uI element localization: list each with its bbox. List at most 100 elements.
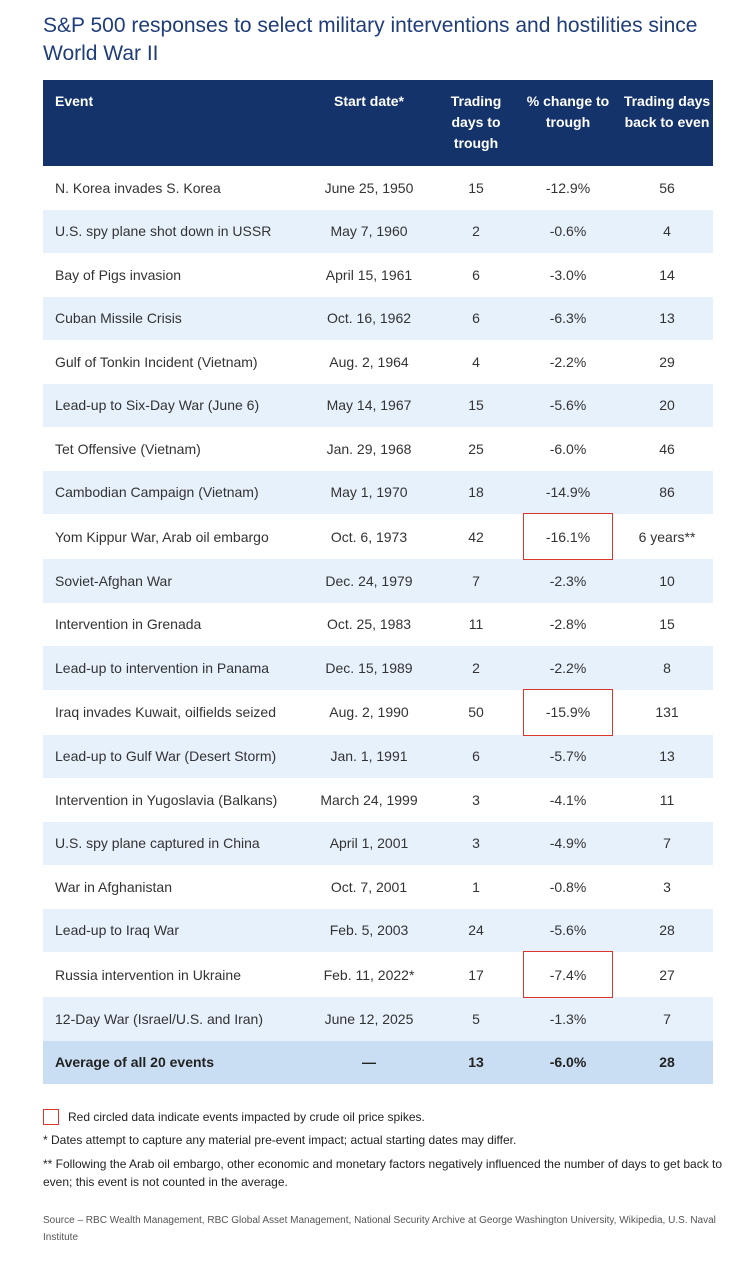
table-row: 12-Day War (Israel/U.S. and Iran) June 12… bbox=[43, 997, 713, 1041]
cell-start-date: Aug. 2, 1964 bbox=[329, 353, 409, 370]
red-box-icon bbox=[43, 1109, 59, 1125]
cell-days-back: 86 bbox=[659, 484, 675, 501]
cell-event: War in Afghanistan bbox=[55, 878, 172, 895]
average-cell-event: Average of all 20 events bbox=[55, 1054, 215, 1070]
cell-days-back: 46 bbox=[659, 440, 675, 457]
cell-start-date: April 1, 2001 bbox=[329, 835, 409, 852]
cell-pct-change: -2.8% bbox=[549, 616, 587, 633]
cell-pct-change: -3.0% bbox=[549, 266, 587, 283]
cell-days-to-trough: 2 bbox=[472, 659, 480, 676]
cell-days-back: 13 bbox=[659, 310, 675, 327]
cell-start-date: May 7, 1960 bbox=[330, 223, 408, 240]
table-row: Tet Offensive (Vietnam) Jan. 29, 1968 25 -6… bbox=[43, 427, 713, 471]
cell-event: N. Korea invades S. Korea bbox=[55, 179, 221, 196]
cell-days-to-trough: 25 bbox=[468, 440, 484, 457]
cell-event: U.S. spy plane captured in China bbox=[55, 835, 260, 852]
table-row: Gulf of Tonkin Incident (Vietnam) Aug. 2,… bbox=[43, 340, 713, 384]
cell-days-to-trough: 15 bbox=[468, 179, 484, 196]
cell-event: Cuban Missile Crisis bbox=[55, 310, 182, 327]
header-days-back: Trading days back to even bbox=[623, 93, 711, 130]
cell-days-back: 11 bbox=[659, 791, 675, 808]
oil-spike-highlight-box bbox=[523, 688, 613, 736]
cell-value: -15.9% bbox=[545, 704, 591, 720]
table-row: U.S. spy plane shot down in USSR May 7, 1… bbox=[43, 209, 713, 253]
cell-event: U.S. spy plane shot down in USSR bbox=[55, 223, 272, 240]
cell-start-date: Jan. 29, 1968 bbox=[326, 440, 412, 457]
cell-days-back: 4 bbox=[663, 223, 671, 240]
table-row: Lead-up to Six-Day War (June 6) May 14, 1… bbox=[43, 383, 713, 427]
cell-days-to-trough: 4 bbox=[472, 353, 480, 370]
header-event: Event bbox=[55, 93, 94, 109]
cell-event: Yom Kippur War, Arab oil embargo bbox=[55, 528, 269, 545]
cell-event: 12-Day War (Israel/U.S. and Iran) bbox=[55, 1010, 263, 1027]
cell-pct-change: -6.0% bbox=[549, 440, 587, 457]
cell-event: Intervention in Yugoslavia (Balkans) bbox=[55, 791, 278, 808]
cell-pct-change: -5.6% bbox=[549, 922, 587, 939]
header-start-date: Start date* bbox=[333, 93, 405, 109]
cell-pct-change: -12.9% bbox=[545, 179, 591, 196]
cell-days-to-trough: 18 bbox=[468, 484, 484, 501]
data-table: Event Start date* Trading days to trough… bbox=[43, 80, 713, 1084]
cell-start-date: Oct. 25, 1983 bbox=[326, 616, 412, 633]
legend: Red circled data indicate events impacte… bbox=[43, 1109, 723, 1125]
table-row: Iraq invades Kuwait, oilfields seized Aug… bbox=[43, 688, 713, 736]
cell-pct-change: -2.3% bbox=[549, 572, 587, 589]
cell-days-back: 13 bbox=[659, 748, 675, 765]
table-row: Intervention in Yugoslavia (Balkans) Marc… bbox=[43, 778, 713, 822]
average-row: Average of all 20 events — 13 -6.0% 28 bbox=[43, 1040, 713, 1084]
average-cell-pct-change: -6.0% bbox=[549, 1054, 587, 1070]
legend-text: Red circled data indicate events impacte… bbox=[68, 1110, 425, 1124]
cell-days-to-trough: 6 bbox=[472, 310, 480, 327]
cell-pct-change: -14.9% bbox=[545, 484, 591, 501]
oil-spike-highlight-box bbox=[523, 513, 613, 560]
cell-pct-change: -2.2% bbox=[549, 353, 587, 370]
source-note: Source – RBC Wealth Management, RBC Glob… bbox=[43, 1215, 716, 1243]
cell-pct-change: -5.7% bbox=[549, 748, 587, 765]
cell-pct-change: -0.8% bbox=[549, 878, 587, 895]
cell-start-date: Aug. 2, 1990 bbox=[329, 704, 409, 720]
table-row: Soviet-Afghan War Dec. 24, 1979 7 -2.3% 10 bbox=[43, 559, 713, 603]
page-title: S&P 500 responses to select military int… bbox=[43, 14, 698, 65]
cell-days-to-trough: 15 bbox=[468, 397, 484, 414]
average-cell-days-to-trough: 13 bbox=[468, 1054, 484, 1070]
cell-start-date: May 14, 1967 bbox=[326, 397, 412, 414]
cell-days-back: 131 bbox=[655, 704, 679, 720]
cell-value: -7.4% bbox=[549, 966, 587, 983]
cell-days-to-trough: 5 bbox=[472, 1010, 480, 1027]
cell-start-date: Oct. 6, 1973 bbox=[330, 528, 408, 545]
cell-event: Intervention in Grenada bbox=[55, 616, 202, 633]
cell-start-date: May 1, 1970 bbox=[330, 484, 408, 501]
table-row: U.S. spy plane captured in China April 1,… bbox=[43, 821, 713, 865]
cell-days-to-trough: 3 bbox=[472, 835, 480, 852]
cell-start-date: June 25, 1950 bbox=[324, 179, 414, 196]
average-cell-days-back: 28 bbox=[659, 1054, 675, 1070]
table-header-row: Event Start date* Trading days to trough… bbox=[43, 80, 713, 166]
cell-start-date: Dec. 24, 1979 bbox=[325, 572, 413, 589]
cell-pct-change: -15.9% bbox=[515, 688, 621, 736]
cell-days-to-trough: 42 bbox=[468, 528, 484, 545]
cell-days-back: 7 bbox=[663, 1010, 671, 1027]
cell-event: Tet Offensive (Vietnam) bbox=[55, 440, 201, 457]
cell-days-back: 20 bbox=[659, 397, 675, 414]
cell-days-to-trough: 2 bbox=[472, 223, 480, 240]
cell-pct-change: -4.9% bbox=[549, 835, 587, 852]
cell-days-back: 28 bbox=[659, 922, 675, 939]
cell-event: Gulf of Tonkin Incident (Vietnam) bbox=[55, 353, 258, 370]
table-row: Yom Kippur War, Arab oil embargo Oct. 6, … bbox=[43, 513, 713, 560]
cell-days-to-trough: 11 bbox=[468, 616, 484, 633]
cell-days-to-trough: 6 bbox=[472, 266, 480, 283]
cell-days-to-trough: 1 bbox=[472, 878, 480, 895]
oil-spike-highlight-box bbox=[523, 951, 613, 998]
table-row: Lead-up to Gulf War (Desert Storm) Jan. 1… bbox=[43, 734, 713, 778]
cell-start-date: Oct. 7, 2001 bbox=[330, 878, 408, 895]
cell-start-date: Oct. 16, 1962 bbox=[326, 310, 412, 327]
cell-event: Soviet-Afghan War bbox=[55, 572, 172, 589]
cell-days-to-trough: 50 bbox=[468, 704, 484, 720]
cell-pct-change: -7.4% bbox=[515, 951, 621, 998]
cell-event: Cambodian Campaign (Vietnam) bbox=[55, 484, 259, 501]
cell-days-to-trough: 6 bbox=[472, 748, 480, 765]
cell-event: Lead-up to Six-Day War (June 6) bbox=[55, 397, 260, 414]
cell-days-back: 29 bbox=[659, 353, 675, 370]
cell-days-back: 14 bbox=[659, 266, 675, 283]
cell-pct-change: -2.2% bbox=[549, 659, 587, 676]
